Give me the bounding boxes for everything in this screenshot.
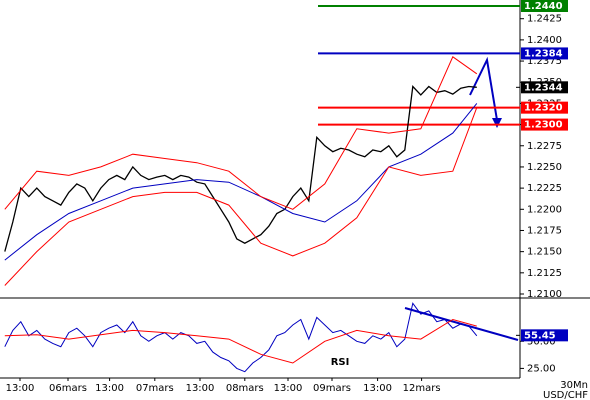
x-tick-label: 09mars bbox=[313, 383, 351, 394]
x-tick-label: 13:00 bbox=[6, 383, 35, 394]
series-line bbox=[4, 85, 477, 252]
series-line bbox=[4, 318, 477, 364]
last-value-label-box bbox=[521, 81, 568, 94]
series-line bbox=[4, 107, 478, 286]
level-label: 1.2384 bbox=[524, 48, 563, 59]
level-label-box bbox=[521, 0, 568, 12]
arrow-head bbox=[492, 118, 502, 128]
y-tick-label: 1.2100 bbox=[527, 289, 562, 300]
y-tick-label: 1.2275 bbox=[527, 141, 562, 152]
x-tick-label: 08mars bbox=[226, 383, 264, 394]
level-label: 1.2320 bbox=[524, 103, 563, 114]
timeframe: 30Mn bbox=[560, 380, 588, 391]
x-tick-label: 06mars bbox=[49, 383, 87, 394]
level-label-box bbox=[521, 118, 568, 131]
rsi-title: RSI bbox=[331, 357, 350, 368]
y-tick-label: 1.2150 bbox=[527, 247, 562, 258]
y-tick-label: 1.2200 bbox=[527, 204, 562, 215]
last-value-label: 55.45 bbox=[524, 330, 556, 341]
y-tick-label: 1.2250 bbox=[527, 162, 562, 173]
x-tick-label: 13:00 bbox=[186, 383, 215, 394]
series-line bbox=[4, 302, 478, 373]
x-tick-label: 07mars bbox=[136, 383, 174, 394]
y-tick-label: 1.2175 bbox=[527, 225, 562, 236]
x-tick-label: 13:00 bbox=[274, 383, 303, 394]
x-tick-label: 12mars bbox=[403, 383, 441, 394]
last-value-label-box bbox=[521, 329, 568, 342]
y-tick-label: 1.2225 bbox=[527, 183, 562, 194]
series-line bbox=[4, 103, 478, 261]
level-label: 1.2300 bbox=[524, 120, 563, 131]
series-line bbox=[4, 56, 478, 210]
last-value-label: 1.2344 bbox=[524, 82, 563, 93]
level-label-box bbox=[521, 101, 568, 114]
x-tick-label: 13:00 bbox=[95, 383, 124, 394]
y-tick-label: 1.2375 bbox=[527, 56, 562, 67]
y-tick-label: 50.00 bbox=[527, 336, 556, 347]
level-label: 1.2440 bbox=[524, 1, 563, 12]
x-tick-label: 13:00 bbox=[363, 383, 392, 394]
symbol: USD/CHF bbox=[543, 390, 588, 400]
y-tick-label: 25.00 bbox=[527, 363, 556, 374]
y-tick-label: 1.2125 bbox=[527, 268, 562, 279]
y-tick-label: 1.2400 bbox=[527, 35, 562, 46]
y-tick-label: 1.2425 bbox=[527, 14, 562, 25]
level-label-box bbox=[521, 47, 568, 60]
forecast-arrow bbox=[469, 56, 498, 121]
